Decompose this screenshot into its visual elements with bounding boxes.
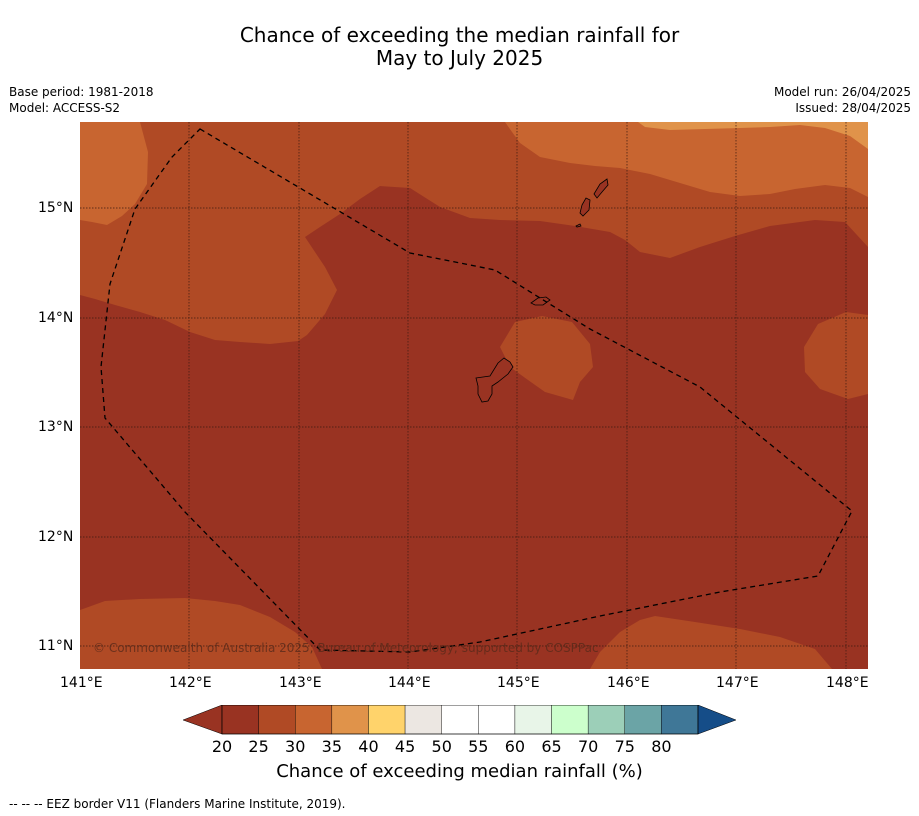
region-25-30-southwest xyxy=(80,598,322,669)
grid-lines xyxy=(80,122,868,669)
region-25-30-east xyxy=(804,312,868,399)
legend-tick-label: 75 xyxy=(614,737,635,756)
legend-tick-label: 40 xyxy=(358,737,379,756)
legend-over-arrow xyxy=(697,705,737,735)
lat-label-12n: 12°N xyxy=(38,529,74,545)
lat-label-11n: 11°N xyxy=(38,638,74,654)
legend-tick-label: 80 xyxy=(651,737,672,756)
lon-label-144e: 144°E xyxy=(388,675,431,691)
legend-tick-label: 25 xyxy=(248,737,269,756)
legend-tick-label: 60 xyxy=(504,737,526,756)
legend-cell xyxy=(295,705,333,735)
legend-tick-label: 20 xyxy=(211,737,233,756)
legend-cell xyxy=(441,705,479,735)
model-text: Model: ACCESS-S2 xyxy=(9,101,121,115)
rainfall-map xyxy=(80,122,868,669)
lat-label-14n: 14°N xyxy=(38,310,74,326)
region-25-30-southeast xyxy=(590,616,832,669)
legend-tick-label: 70 xyxy=(577,737,599,756)
legend-colorbar xyxy=(183,705,737,735)
legend-tick-label: 55 xyxy=(468,737,489,756)
legend-cell xyxy=(661,705,699,735)
eez-footnote: -- -- -- EEZ border V11 (Flanders Marine… xyxy=(9,797,346,811)
lat-label-13n: 13°N xyxy=(38,419,74,435)
legend-title: Chance of exceeding median rainfall (%) xyxy=(276,761,643,782)
legend-cell xyxy=(368,705,406,735)
lon-label-145e: 145°E xyxy=(497,675,540,691)
lat-label-15n: 15°N xyxy=(38,200,74,216)
islands xyxy=(475,178,609,403)
map-title-line-2: May to July 2025 xyxy=(375,46,544,70)
legend-cell xyxy=(624,705,662,735)
legend-tick-label: 35 xyxy=(321,737,343,756)
island-guam xyxy=(475,357,514,403)
meta-right: Model run: 26/04/2025 Issued: 28/04/2025 xyxy=(774,84,911,116)
legend-cell xyxy=(221,705,259,735)
legend-tick-label: 50 xyxy=(431,737,452,756)
island-aguijan xyxy=(575,223,582,228)
map-title-line-1: Chance of exceeding the median rainfall … xyxy=(239,23,680,47)
lon-label-148e: 148°E xyxy=(826,675,869,691)
legend-cell xyxy=(551,705,589,735)
lon-label-146e: 146°E xyxy=(607,675,650,691)
base-period-text: Base period: 1981-2018 xyxy=(9,85,154,99)
region-25-30-central xyxy=(500,316,593,400)
legend-cell xyxy=(478,705,516,735)
legend-cell xyxy=(258,705,296,735)
island-tinian xyxy=(579,197,591,217)
lon-label-143e: 143°E xyxy=(279,675,322,691)
legend-tick-label: 65 xyxy=(541,737,562,756)
island-rota xyxy=(530,296,551,306)
legend-cell xyxy=(514,705,552,735)
issued-text: Issued: 28/04/2025 xyxy=(795,101,911,115)
legend-under-arrow xyxy=(183,705,223,735)
legend-tick-label: 30 xyxy=(285,737,306,756)
legend-cell xyxy=(587,705,625,735)
region-35-40-northeast xyxy=(638,122,868,149)
lon-label-141e: 141°E xyxy=(60,675,103,691)
legend-cell xyxy=(331,705,369,735)
copyright-text: © Commonwealth of Australia 2025, Bureau… xyxy=(93,641,599,655)
island-saipan xyxy=(593,178,609,199)
model-run-text: Model run: 26/04/2025 xyxy=(773,85,911,99)
region-30-35-north xyxy=(505,122,868,197)
meta-left: Base period: 1981-2018 Model: ACCESS-S2 xyxy=(9,84,154,116)
region-30-35-northwest xyxy=(80,122,148,225)
legend-cell xyxy=(404,705,442,735)
legend-tick-label: 45 xyxy=(394,737,416,756)
lon-label-142e: 142°E xyxy=(169,675,212,691)
eez-border xyxy=(100,128,853,653)
lon-label-147e: 147°E xyxy=(716,675,759,691)
